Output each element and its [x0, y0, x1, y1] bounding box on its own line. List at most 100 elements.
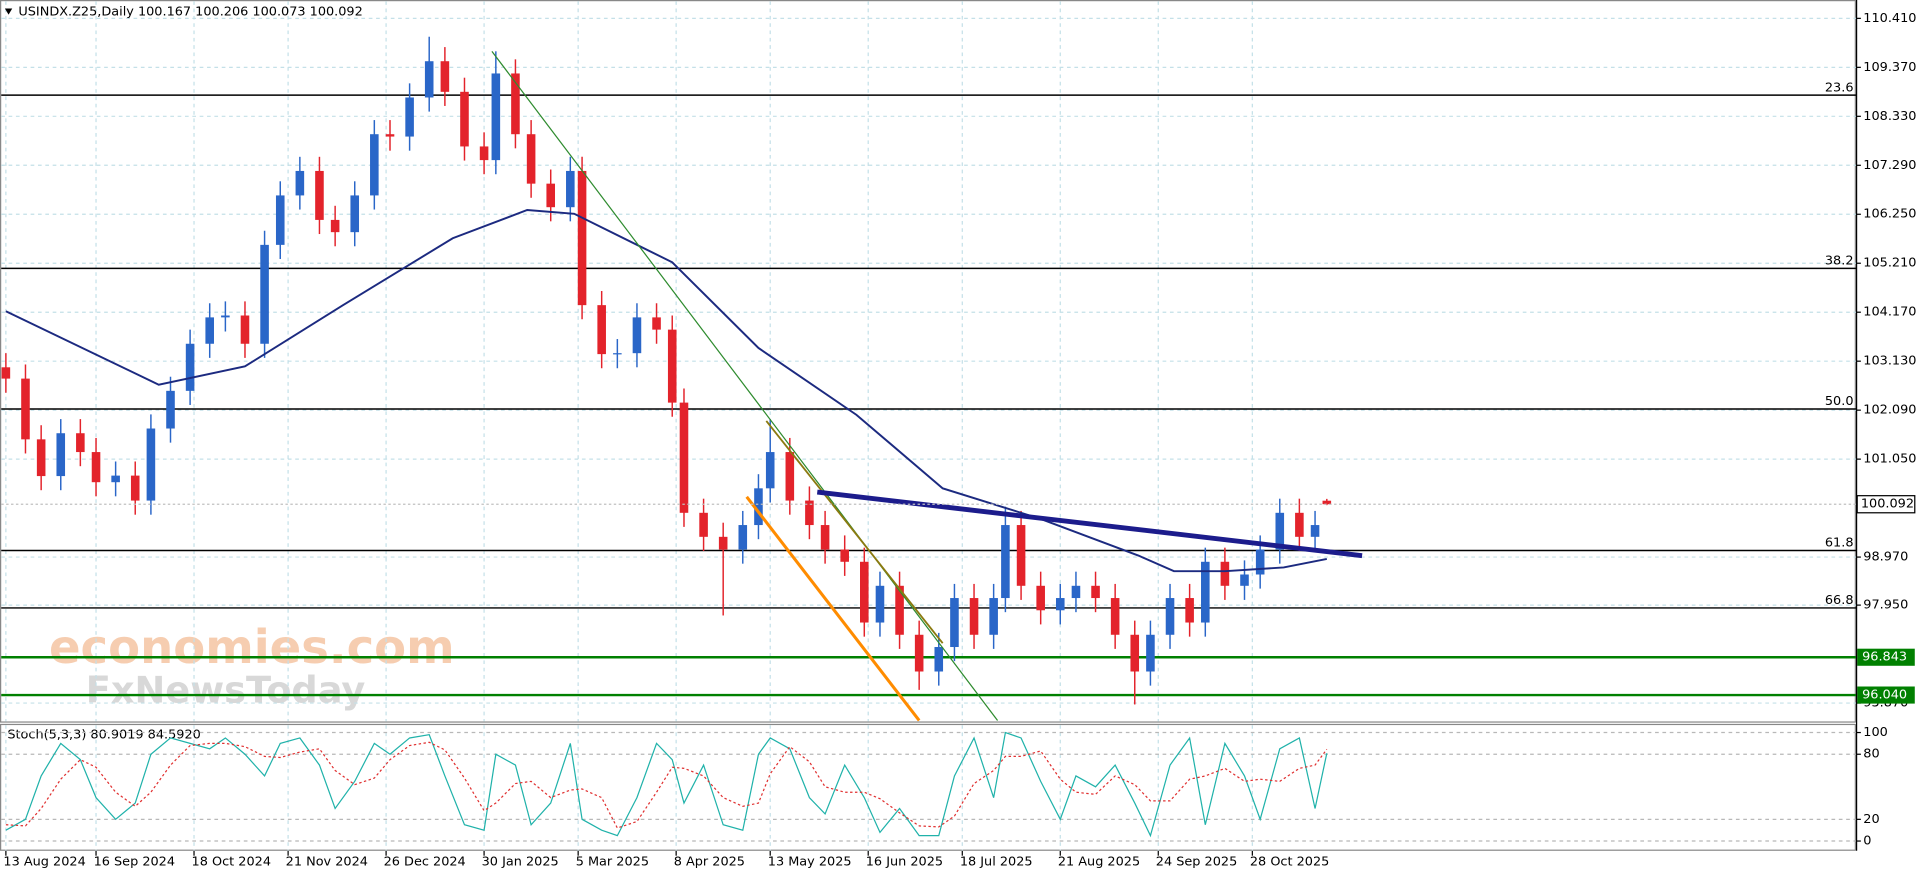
- level-label: 38.2: [1825, 254, 1854, 269]
- moving-average: [5, 209, 1328, 573]
- x-tick-label: 30 Jan 2025: [482, 854, 559, 869]
- y-tick-label: 103.130: [1863, 354, 1916, 369]
- level-label-box: [1857, 648, 1915, 666]
- candle-body: [566, 170, 575, 208]
- candle-body: [491, 73, 501, 161]
- candle-body: [546, 183, 556, 208]
- candle-body: [718, 536, 728, 550]
- indicator-title: Stoch(5,3,3) 80.9019 84.5920: [7, 727, 200, 742]
- candle-body: [479, 146, 489, 161]
- x-tick-label: 16 Jun 2025: [866, 854, 943, 869]
- watermark: economies.com FxNewsToday: [1, 1, 1856, 851]
- candle-body: [111, 475, 120, 483]
- candle-body: [667, 329, 677, 403]
- candle-body: [1165, 598, 1175, 635]
- y-tick-label: 108.330: [1863, 109, 1916, 124]
- candle-body: [130, 475, 140, 501]
- candle-body: [754, 488, 763, 526]
- candle-body: [805, 500, 814, 526]
- candle-body: [166, 390, 175, 429]
- y-tick-label: 98.970: [1863, 550, 1908, 565]
- y-tick-label: 104.170: [1863, 305, 1916, 320]
- candle-body: [36, 439, 46, 477]
- candle-body: [221, 315, 230, 318]
- candle-body: [1001, 525, 1010, 599]
- candle-body: [914, 634, 924, 672]
- candle-body: [1185, 598, 1194, 623]
- x-tick-label: 5 Mar 2025: [576, 854, 649, 869]
- trendline: [816, 489, 1363, 559]
- candle-body: [370, 134, 379, 196]
- y-tick-label: 97.950: [1863, 598, 1908, 613]
- candle-body: [21, 378, 30, 440]
- candle-body: [785, 452, 795, 501]
- candle-body: [652, 317, 661, 330]
- trendline: [491, 50, 999, 721]
- candle-body: [1146, 634, 1155, 672]
- candle-body: [76, 433, 85, 453]
- candle-body: [526, 134, 536, 184]
- candle-body: [1275, 512, 1285, 550]
- x-tick-label: 28 Oct 2025: [1250, 854, 1329, 869]
- candle-body: [1, 367, 11, 379]
- candle-body: [1322, 500, 1332, 505]
- candle-body: [424, 61, 434, 98]
- candle-body: [385, 134, 395, 137]
- candle-body: [295, 170, 305, 196]
- y-tick-label: 107.290: [1863, 158, 1916, 173]
- candle-body: [840, 549, 849, 562]
- level-label: 66.8: [1825, 593, 1854, 608]
- candle-body: [91, 452, 101, 483]
- candle-body: [1055, 598, 1065, 611]
- candle-body: [350, 195, 360, 233]
- y-tick-label: 100: [1863, 725, 1888, 740]
- x-tick-label: 26 Dec 2024: [384, 854, 466, 869]
- chart-title: USINDX.Z25,Daily 100.167 100.206 100.073…: [18, 5, 362, 20]
- y-tick-label: 106.250: [1863, 207, 1916, 222]
- candle-body: [895, 585, 904, 635]
- stoch-line: [5, 741, 1328, 829]
- candle-body: [1036, 585, 1045, 611]
- candle-body: [260, 244, 269, 344]
- stoch-panel: [0, 723, 1856, 851]
- menu-arrow: [4, 8, 13, 15]
- y-tick-label: 20: [1863, 812, 1879, 827]
- candle-body: [1310, 525, 1320, 537]
- trendline: [745, 495, 921, 722]
- x-tick-label: 24 Sep 2025: [1156, 854, 1237, 869]
- x-tick-label: 13 May 2025: [768, 854, 852, 869]
- x-tick-label: 13 Aug 2024: [3, 854, 85, 869]
- candle-body: [577, 170, 587, 306]
- x-tick-label: 18 Jul 2025: [960, 854, 1033, 869]
- y-tick-label: 0: [1863, 834, 1871, 849]
- y-tick-label: 80: [1863, 747, 1879, 762]
- candle-body: [860, 561, 869, 623]
- candle-body: [1255, 549, 1265, 575]
- candle-body: [460, 91, 469, 147]
- candle-body: [205, 317, 214, 344]
- candle-body: [820, 525, 830, 550]
- candle-body: [1130, 634, 1140, 672]
- level-label: 96.040: [1862, 688, 1907, 703]
- candle-body: [275, 195, 285, 245]
- watermark-text: FxNewsToday: [86, 669, 366, 712]
- candle-body: [969, 598, 979, 635]
- candle-body: [738, 525, 748, 550]
- level-label: 61.8: [1825, 536, 1854, 551]
- candle-body: [440, 61, 450, 92]
- candle-body: [989, 598, 998, 635]
- candle-body: [1110, 598, 1120, 635]
- x-tick-label: 8 Apr 2025: [674, 854, 745, 869]
- candle-body: [405, 97, 414, 137]
- price-label: 100.092: [1861, 497, 1914, 512]
- candle-body: [934, 647, 944, 672]
- candle-body: [679, 402, 689, 513]
- candle-body: [315, 170, 324, 220]
- candle-body: [1091, 585, 1100, 599]
- x-tick-label: 18 Oct 2024: [192, 854, 271, 869]
- candle-body: [1016, 525, 1026, 586]
- stoch-line: [5, 731, 1328, 838]
- candle-body: [699, 512, 708, 537]
- level-label: 23.6: [1825, 80, 1854, 95]
